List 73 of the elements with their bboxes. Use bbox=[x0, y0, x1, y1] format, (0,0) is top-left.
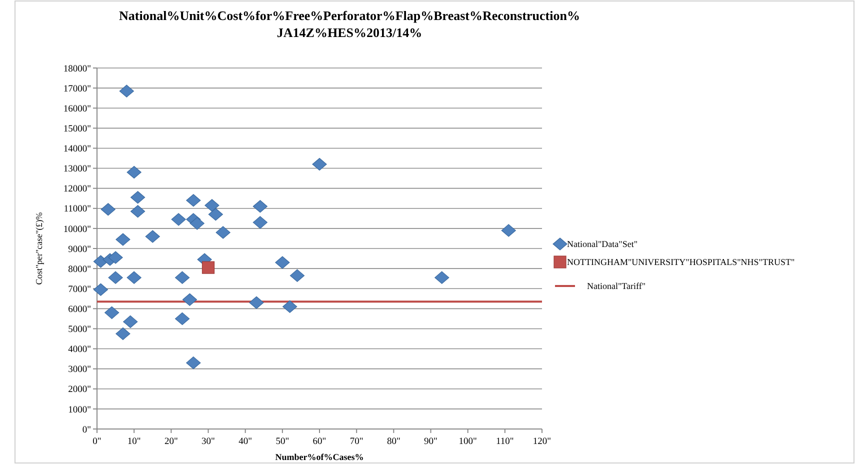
point bbox=[130, 205, 146, 218]
x-tick-label: 20" bbox=[164, 437, 178, 447]
y-tick-label: 3000" bbox=[68, 365, 92, 376]
y-tick-label: 14000" bbox=[63, 144, 92, 155]
x-tick-label: 90" bbox=[424, 437, 438, 447]
point bbox=[126, 166, 142, 179]
y-tick-label: 17000" bbox=[63, 84, 92, 94]
y-axis-title: Cost"per"case"(£)% bbox=[34, 212, 44, 285]
point bbox=[93, 283, 108, 296]
point bbox=[145, 230, 160, 243]
y-tick-label: 6000" bbox=[68, 304, 92, 315]
point bbox=[208, 208, 223, 221]
x-tick-label: 70" bbox=[350, 437, 364, 447]
chart-subtitle: JA14Z%HES%2013/14% bbox=[276, 25, 422, 40]
x-axis-title: Number%of%Cases% bbox=[275, 452, 364, 462]
point bbox=[204, 199, 220, 212]
point bbox=[130, 191, 146, 204]
point bbox=[434, 271, 450, 284]
y-tick-label: 18000" bbox=[63, 64, 92, 74]
point bbox=[174, 312, 190, 325]
x-tick-label: 50" bbox=[276, 437, 290, 447]
point bbox=[104, 306, 120, 319]
point bbox=[290, 269, 305, 282]
y-tick-label: 0" bbox=[82, 425, 92, 436]
point bbox=[108, 271, 123, 284]
x-tick-label: 110" bbox=[496, 437, 514, 447]
point bbox=[216, 226, 230, 239]
y-tick-label: 8000" bbox=[68, 264, 92, 275]
x-tick-label: 100" bbox=[458, 437, 478, 447]
y-tick-label: 13000" bbox=[63, 164, 92, 175]
point bbox=[174, 271, 190, 284]
y-tick-label: 5000" bbox=[68, 325, 92, 336]
legend-label: National"Data"Set" bbox=[567, 239, 638, 250]
point bbox=[186, 194, 201, 207]
point bbox=[190, 217, 204, 230]
legend-label: National"Tariff" bbox=[587, 281, 646, 292]
y-tick-label: 12000" bbox=[63, 184, 92, 195]
x-tick-label: 10" bbox=[127, 437, 141, 447]
legend-label: NOTTINGHAM"UNIVERSITY"HOSPITALS"NHS"TRUST" bbox=[567, 257, 795, 268]
point bbox=[100, 203, 116, 216]
y-tick-label: 4000" bbox=[68, 345, 92, 356]
point bbox=[252, 200, 268, 213]
x-tick-label: 0" bbox=[92, 437, 102, 447]
point bbox=[116, 233, 130, 246]
point bbox=[123, 315, 138, 328]
point bbox=[282, 300, 298, 313]
point bbox=[116, 327, 130, 340]
point bbox=[249, 296, 264, 309]
y-tick-label: 11000" bbox=[64, 204, 92, 215]
y-tick-label: 2000" bbox=[68, 385, 92, 396]
point bbox=[186, 356, 201, 370]
y-tick-label: 7000" bbox=[68, 284, 92, 295]
x-tick-label: 80" bbox=[386, 437, 400, 447]
point bbox=[252, 216, 268, 229]
point bbox=[182, 293, 198, 306]
point bbox=[119, 84, 134, 98]
point bbox=[275, 256, 290, 269]
point bbox=[108, 251, 123, 264]
x-tick-label: 40" bbox=[238, 437, 252, 447]
y-tick-label: 15000" bbox=[63, 124, 92, 134]
x-tick-label: 30" bbox=[202, 437, 216, 447]
x-tick-label: 120" bbox=[532, 437, 552, 447]
point bbox=[126, 271, 142, 284]
point bbox=[501, 224, 516, 237]
point bbox=[312, 158, 327, 171]
point bbox=[171, 213, 186, 226]
x-tick-label: 60" bbox=[312, 437, 326, 447]
y-tick-label: 9000" bbox=[68, 244, 92, 255]
y-tick-label: 1000" bbox=[68, 405, 92, 416]
y-tick-label: 16000" bbox=[63, 104, 92, 114]
chart-title: National%Unit%Cost%for%Free%Perforator%Flap%Breast%Reconstruction% bbox=[119, 8, 580, 23]
y-tick-label: 10000" bbox=[63, 224, 92, 235]
point bbox=[202, 261, 215, 274]
